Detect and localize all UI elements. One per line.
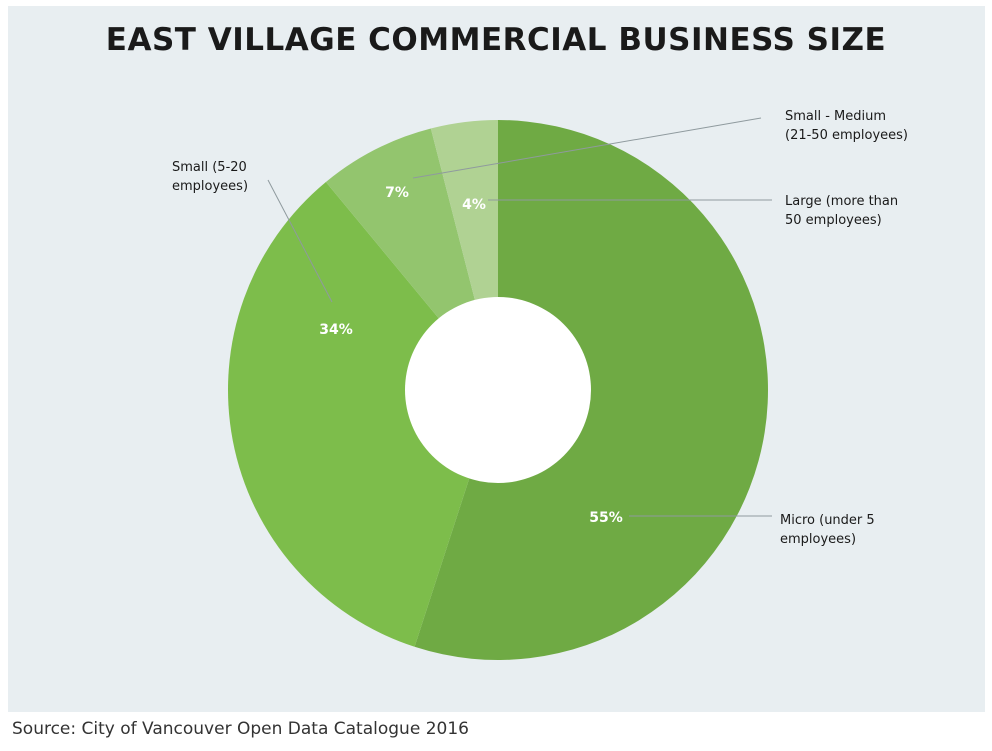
- callout-label-micro-under-5-employees: Micro (under 5 employees): [780, 513, 875, 547]
- leader-line-small-5-20-employees: [267, 179, 333, 303]
- slice-value-large-more-than-50-employees: 4%: [462, 197, 486, 213]
- leader-line-small-medium-21-50-employees: [412, 117, 762, 179]
- callout-label-small-5-20-employees: Small (5-20 employees): [172, 160, 248, 194]
- slice-value-labels: 55% 34% 7% 4%: [319, 185, 623, 526]
- leader-lines: [267, 117, 772, 517]
- slice-callout-labels: Micro (under 5 employees) Small (5-20 emplo…: [172, 109, 908, 547]
- slice-value-small-5-20-employees: 34%: [319, 322, 353, 338]
- source-note: Source: City of Vancouver Open Data Cata…: [12, 719, 469, 739]
- chart-title: EAST VILLAGE COMMERCIAL BUSINESS SIZE: [105, 22, 887, 58]
- slice-value-micro-under-5-employees: 55%: [589, 510, 623, 526]
- donut-hole: [405, 297, 591, 483]
- callout-label-large-more-than-50-employees: Large (more than 50 employees): [785, 194, 898, 228]
- donut-slice-small-5-20-employees: [228, 181, 499, 647]
- callout-label-small-medium-21-50-employees: Small - Medium (21-50 employees): [785, 109, 908, 143]
- slice-value-small-medium-21-50-employees: 7%: [385, 185, 409, 201]
- donut-slice-micro-under-5-employees: [414, 120, 768, 661]
